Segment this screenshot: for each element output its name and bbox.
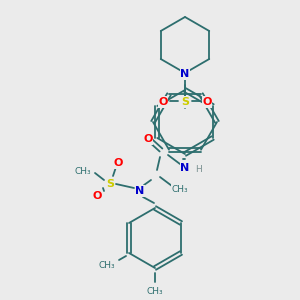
Text: H: H xyxy=(196,166,202,175)
Text: O: O xyxy=(158,97,168,107)
Text: S: S xyxy=(181,97,189,107)
Text: CH₃: CH₃ xyxy=(99,262,115,271)
Text: N: N xyxy=(180,69,190,79)
Text: O: O xyxy=(143,134,153,144)
Text: O: O xyxy=(92,191,102,201)
Text: CH₃: CH₃ xyxy=(172,184,188,194)
Text: O: O xyxy=(113,158,123,168)
Text: N: N xyxy=(180,163,190,173)
Text: CH₃: CH₃ xyxy=(75,167,91,176)
Text: O: O xyxy=(202,97,212,107)
Text: S: S xyxy=(106,179,114,189)
Text: N: N xyxy=(135,186,145,196)
Text: CH₃: CH₃ xyxy=(147,286,163,296)
